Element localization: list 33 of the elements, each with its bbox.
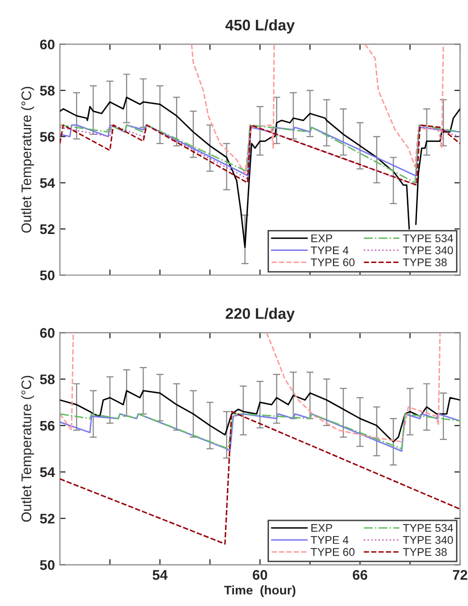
y-tick-label: 60 <box>40 40 54 50</box>
y-axis-title: Outlet Temperature (°C) <box>21 376 34 522</box>
y-tick-label: 52 <box>40 514 54 524</box>
x-tick-label: 72 <box>452 570 468 580</box>
x-axis-title: Time (hour) <box>224 585 296 598</box>
legend-label: EXP <box>311 234 332 242</box>
y-tick-label: 56 <box>40 132 55 142</box>
chart-title: 450 L/day <box>225 19 295 34</box>
y-tick-label: 56 <box>40 420 55 431</box>
y-tick-label: 54 <box>40 467 55 478</box>
legend-label: TYPE 4 <box>310 536 348 544</box>
legend-label: TYPE 340 <box>402 246 453 254</box>
legend-label: TYPE 60 <box>310 548 355 556</box>
x-tick-label: 66 <box>352 570 368 580</box>
y-tick-label: 50 <box>40 270 54 280</box>
y-tick-label: 50 <box>40 560 54 570</box>
chart-title: 220 L/day <box>226 308 295 322</box>
y-tick-label: 52 <box>40 224 54 234</box>
y-tick-label: 58 <box>40 374 55 384</box>
x-tick-label: 54 <box>152 570 168 580</box>
legend-label: TYPE 4 <box>310 246 348 254</box>
x-tick-label: 60 <box>252 570 268 580</box>
legend-label: TYPE 340 <box>402 536 453 544</box>
legend-label: TYPE 38 <box>402 548 447 556</box>
legend-label: TYPE 60 <box>310 258 355 266</box>
y-tick-label: 58 <box>40 86 55 96</box>
legend-label: TYPE 38 <box>402 258 447 266</box>
y-tick-label: 60 <box>40 328 54 338</box>
legend-label: TYPE 534 <box>402 234 454 242</box>
legend-label: TYPE 534 <box>402 524 454 532</box>
legend-label: EXP <box>311 524 332 532</box>
y-tick-label: 54 <box>40 178 55 188</box>
y-axis-title: Outlet Temperature (°C) <box>21 86 34 233</box>
